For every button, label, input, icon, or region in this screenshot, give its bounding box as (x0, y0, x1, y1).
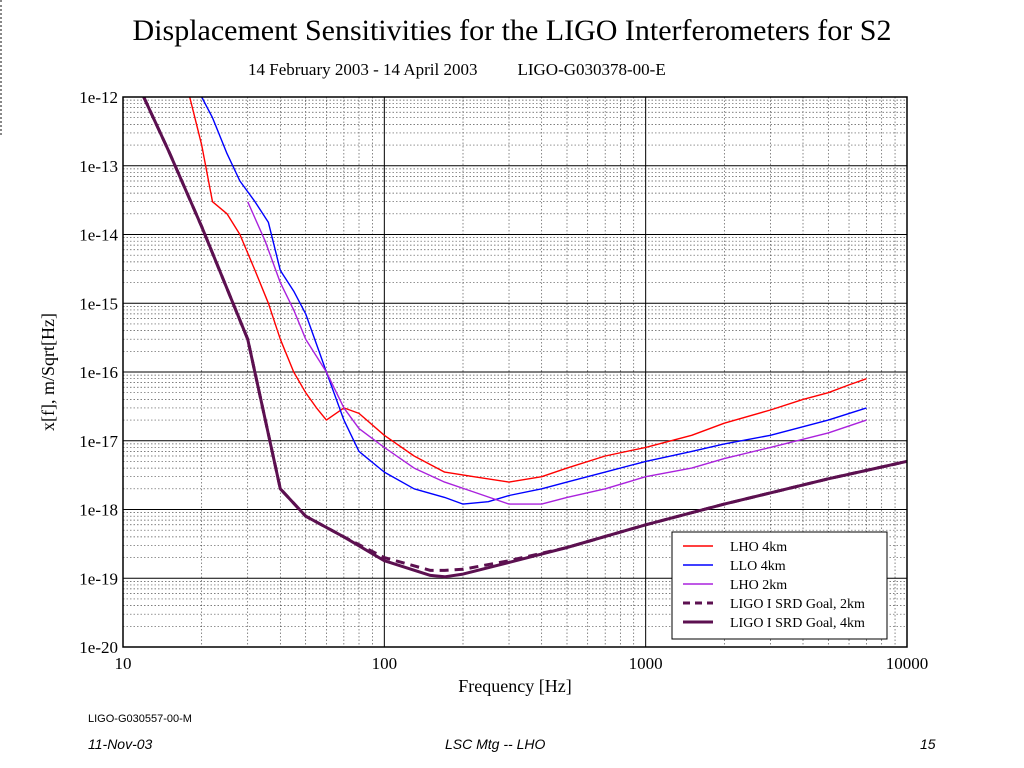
footer-title: LSC Mtg -- LHO (445, 736, 545, 752)
series-line-lho-2km (248, 202, 867, 504)
series-line-llo-4km (202, 97, 867, 504)
footer-date: 11-Nov-03 (88, 736, 152, 752)
y-tick-labels: 1e-12 1e-13 1e-14 1e-15 1e-16 1e-17 1e-18 1e-19… (79, 88, 118, 657)
series-line-ligo-i-srd-goal-2km (144, 97, 907, 570)
legend-label: LHO 4km (730, 540, 787, 555)
legend-label: LIGO I SRD Goal, 4km (730, 616, 865, 631)
legend-label: LLO 4km (730, 559, 786, 574)
y-tick-label: 1e-18 (79, 501, 118, 520)
y-tick-label: 1e-12 (79, 88, 118, 107)
x-tick-label: 10000 (886, 654, 929, 673)
legend: LHO 4km LLO 4km LHO 2km LIGO I SRD Goal, 2k… (672, 532, 887, 639)
sensitivity-chart: 10 100 1000 10000 1e-121e-131e-141e-151e-16… (0, 0, 1024, 705)
page-number: 15 (920, 736, 936, 752)
x-axis-label: Frequency [Hz] (458, 676, 571, 696)
y-tick-label: 1e-15 (79, 294, 118, 313)
document-id: LIGO-G030557-00-M (88, 713, 192, 725)
y-tick-label: 1e-16 (79, 363, 118, 382)
y-tick-label: 1e-14 (79, 226, 118, 245)
y-tick-label: 1e-20 (79, 638, 118, 657)
x-tick-labels: 10 100 1000 10000 (115, 654, 929, 673)
series-line-lho-4km (190, 97, 867, 482)
x-tick-label: 1000 (629, 654, 663, 673)
x-tick-label: 100 (372, 654, 398, 673)
legend-label: LHO 2km (730, 578, 787, 593)
legend-label: LIGO I SRD Goal, 2km (730, 597, 865, 612)
y-tick-label: 1e-19 (79, 569, 118, 588)
y-tick-label: 1e-13 (79, 157, 118, 176)
y-axis-label: x[f], m/Sqrt[Hz] (38, 313, 58, 431)
y-tick-label: 1e-17 (79, 432, 118, 451)
